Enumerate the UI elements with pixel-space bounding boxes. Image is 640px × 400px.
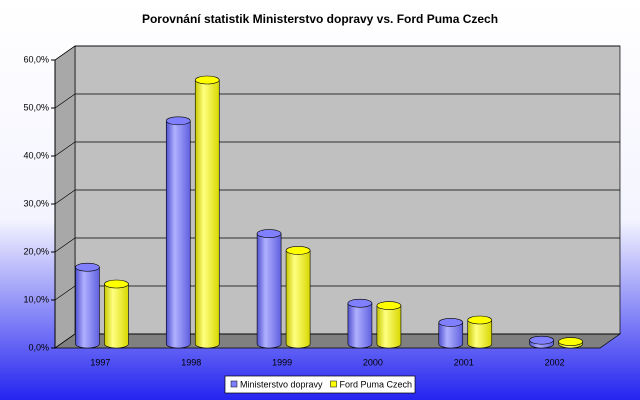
cylinder (75, 266, 100, 349)
grid-line (54, 141, 76, 157)
cylinder-top (285, 246, 311, 255)
cylinder (285, 250, 311, 349)
cylinder-top (376, 301, 402, 310)
legend-swatch (230, 380, 238, 388)
cylinder-top (529, 335, 554, 345)
cylinder (438, 322, 464, 349)
cylinder-top (165, 116, 191, 126)
x-tick-label: 1997 (90, 357, 110, 367)
legend (224, 375, 416, 394)
cylinder-top (347, 298, 373, 308)
y-tick-label: 30,0% (23, 198, 49, 208)
y-tick-label: 10,0% (23, 294, 49, 304)
y-tick-label: 50,0% (23, 102, 49, 112)
cylinder (256, 233, 282, 349)
grid-line (54, 93, 76, 109)
cylinder-top (438, 318, 464, 327)
cylinder (467, 319, 493, 349)
grid-line (54, 45, 76, 61)
y-tick-label: 40,0% (23, 150, 49, 160)
y-tick-label: 0,0% (28, 342, 49, 352)
x-tick-label: 1998 (181, 357, 201, 367)
y-tick-label: 20,0% (23, 246, 49, 256)
legend-label: Ford Puma Czech (340, 379, 413, 389)
grid-line (54, 333, 76, 349)
x-tick-label: 2000 (363, 357, 383, 367)
y-tick-label: 60,0% (23, 54, 49, 64)
grid-line (54, 237, 76, 253)
cylinder (194, 79, 220, 349)
cylinder (104, 283, 129, 349)
x-tick-label: 2001 (454, 357, 474, 367)
legend-swatch (330, 380, 337, 388)
chart-title: Porovnání statistik Ministerstvo dopravy… (142, 12, 498, 26)
x-tick-label: 1999 (272, 357, 292, 367)
cylinder-top (256, 229, 282, 238)
cylinder-top (75, 262, 100, 272)
cylinder-top (558, 337, 583, 346)
legend-label: Ministerstvo dopravy (240, 379, 323, 389)
grid-line (54, 189, 76, 205)
cylinder (347, 302, 373, 349)
cylinder-top (194, 75, 220, 85)
cylinder (165, 120, 191, 349)
grid-line (54, 285, 76, 301)
cylinder (376, 305, 402, 349)
cylinder-top (104, 279, 129, 289)
cylinder-top (467, 315, 493, 325)
x-tick-label: 2002 (545, 357, 565, 367)
